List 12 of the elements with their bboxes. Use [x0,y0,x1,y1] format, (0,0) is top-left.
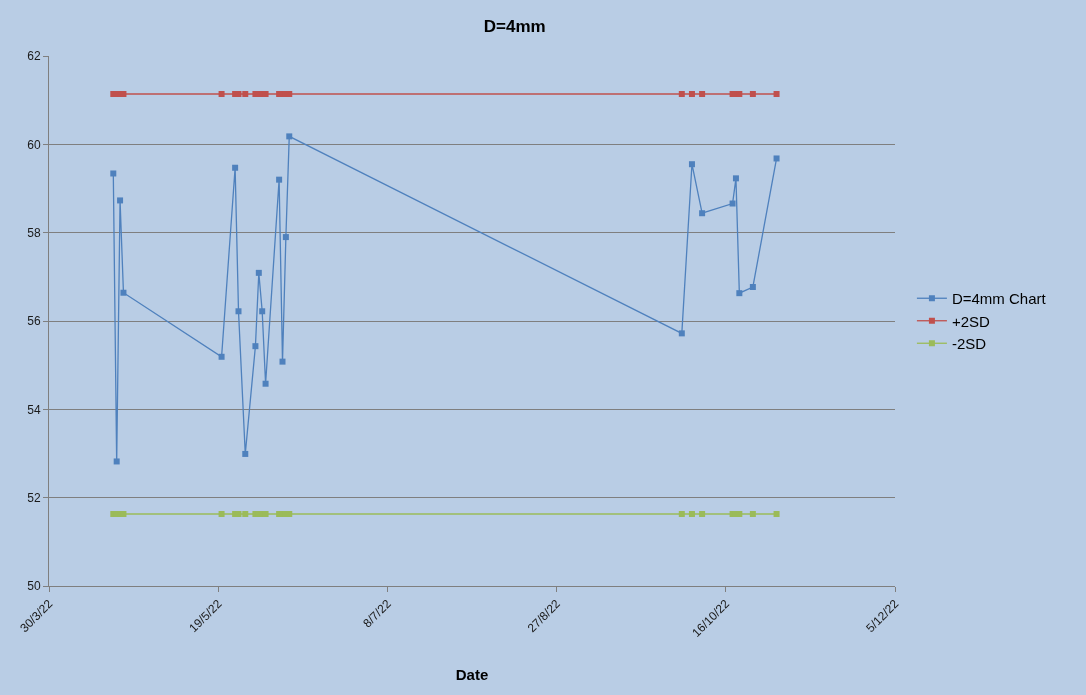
legend-label: -2SD [951,335,987,353]
y-tick-label: 60 [27,137,41,152]
y-tick-label: 50 [27,579,41,594]
legend-label: +2SD [951,312,991,330]
y-tick-label: 56 [27,314,41,329]
x-axis-title: Date [455,665,489,683]
y-tick-label: 54 [27,402,41,417]
y-tick-label: 58 [27,225,41,240]
chart-title: D=4mm [483,17,546,37]
legend-label: D=4mm Chart [951,290,1047,308]
y-tick-label: 62 [27,49,41,64]
y-tick-label: 52 [27,490,41,505]
